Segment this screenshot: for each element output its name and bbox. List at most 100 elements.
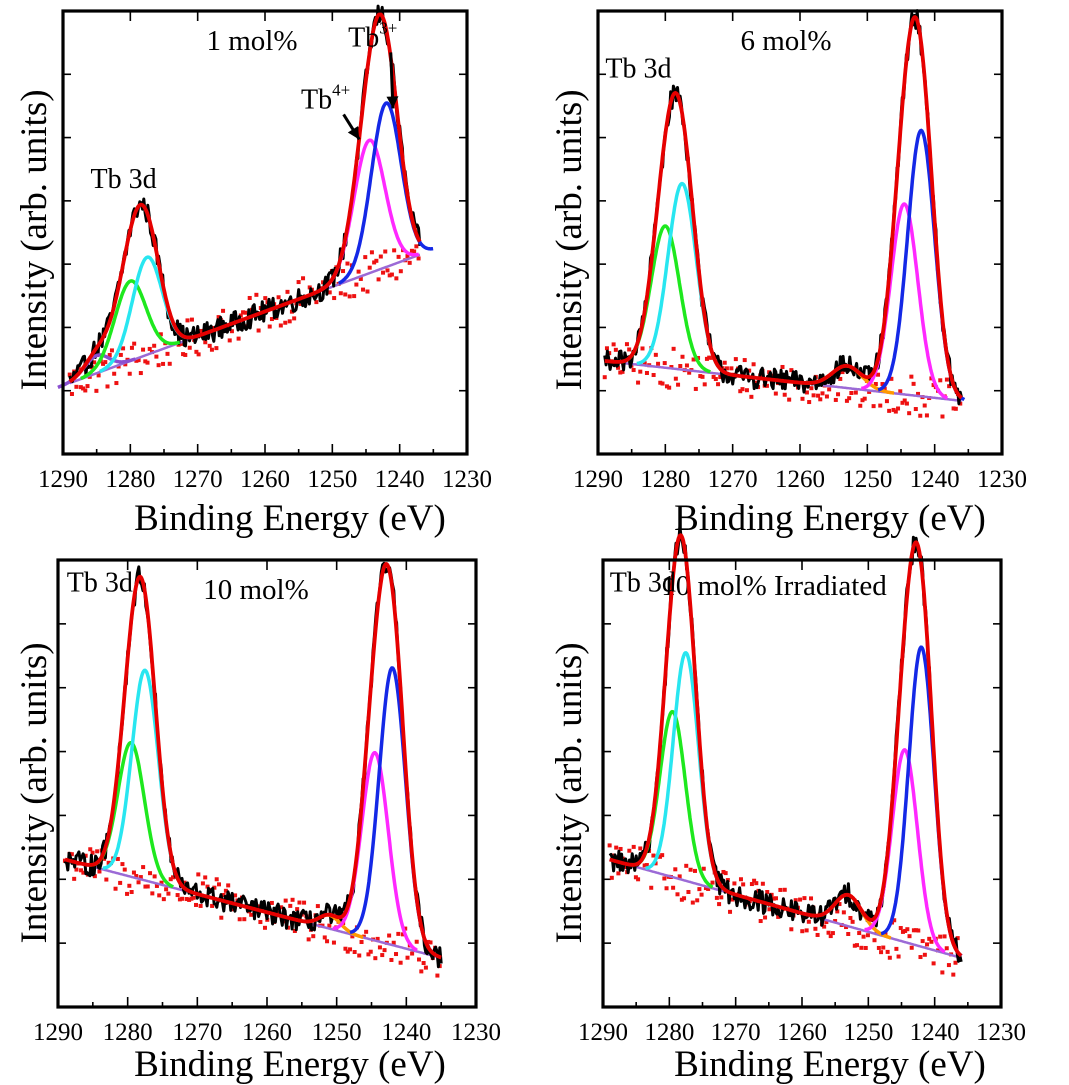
background-point bbox=[850, 919, 855, 924]
background-point bbox=[256, 328, 261, 333]
background-point bbox=[154, 354, 159, 359]
background-point bbox=[707, 355, 712, 360]
background-point bbox=[90, 850, 95, 855]
background-point bbox=[714, 895, 719, 900]
x-axis-label: Binding Energy (eV) bbox=[674, 1044, 986, 1085]
background-point bbox=[644, 370, 649, 375]
background-point bbox=[171, 875, 176, 880]
background-point bbox=[389, 272, 394, 277]
background-point bbox=[285, 289, 290, 294]
background-point bbox=[283, 320, 288, 325]
background-point bbox=[738, 877, 743, 882]
background-point bbox=[892, 918, 897, 923]
background-point bbox=[865, 933, 870, 938]
background-point bbox=[101, 361, 106, 366]
background-point bbox=[307, 285, 312, 290]
background-point bbox=[182, 880, 187, 885]
background-point bbox=[633, 875, 638, 880]
background-point bbox=[871, 404, 876, 409]
background-point bbox=[800, 396, 805, 401]
x-tick-label: 1260 bbox=[242, 1019, 292, 1046]
chart-panel-6mol: Intensity (arb. units) Binding Energy (e… bbox=[535, 0, 1069, 543]
background-point bbox=[806, 919, 811, 924]
background-point bbox=[67, 372, 72, 377]
background-point bbox=[704, 356, 709, 361]
plot-frame bbox=[56, 558, 478, 1009]
background-point bbox=[884, 399, 889, 404]
background-point bbox=[903, 928, 908, 933]
x-tick-label: 1250 bbox=[843, 1019, 893, 1046]
background-point bbox=[200, 881, 205, 886]
background-point bbox=[818, 397, 823, 402]
background-point bbox=[771, 896, 776, 901]
background-point bbox=[927, 936, 932, 941]
x-tick-label: 1280 bbox=[640, 466, 690, 493]
background-point bbox=[219, 915, 224, 920]
background-point bbox=[74, 384, 79, 389]
background-point bbox=[649, 885, 654, 890]
background-point bbox=[78, 385, 83, 390]
background-point bbox=[776, 914, 781, 919]
background-point bbox=[718, 374, 723, 379]
background-point bbox=[409, 248, 414, 253]
background-point bbox=[636, 877, 641, 882]
background-point bbox=[81, 870, 86, 875]
background-point bbox=[828, 934, 833, 939]
x-tick-label: 1270 bbox=[711, 1019, 761, 1046]
background-point bbox=[150, 891, 155, 896]
background-point bbox=[742, 358, 747, 363]
background-point bbox=[684, 363, 689, 368]
background-points bbox=[62, 847, 442, 978]
background-point bbox=[624, 342, 629, 347]
background-point bbox=[807, 400, 812, 405]
background-point bbox=[356, 269, 361, 274]
background-point bbox=[400, 932, 405, 937]
background-point bbox=[209, 347, 214, 352]
x-ticks: 1290 1280 1270 1260 1250 1240 1230 bbox=[578, 560, 1026, 1046]
background-point bbox=[376, 277, 381, 282]
background-point bbox=[827, 387, 832, 392]
y-axis-label: Intensity (arb. units) bbox=[14, 642, 55, 943]
background-point bbox=[178, 341, 183, 346]
x-tick-label: 1230 bbox=[977, 466, 1027, 493]
x-tick-label: 1240 bbox=[381, 1019, 431, 1046]
background-point bbox=[198, 903, 203, 908]
background-point bbox=[662, 361, 667, 366]
background-point bbox=[651, 853, 656, 858]
background-point bbox=[247, 295, 252, 300]
background-point bbox=[389, 957, 394, 962]
x-tick-label: 1290 bbox=[578, 1019, 628, 1046]
y-axis-label: Intensity (arb. units) bbox=[14, 89, 55, 390]
background-point bbox=[631, 844, 636, 849]
background-point bbox=[859, 945, 864, 950]
x-tick-label: 1240 bbox=[910, 466, 960, 493]
background-point bbox=[127, 371, 132, 376]
background-point bbox=[361, 287, 366, 292]
background-point bbox=[638, 846, 643, 851]
background-point bbox=[680, 354, 685, 359]
background-point bbox=[701, 866, 706, 871]
background-point bbox=[403, 926, 408, 931]
background-point bbox=[134, 358, 139, 363]
background-point bbox=[722, 360, 727, 365]
background-point bbox=[194, 349, 199, 354]
background-point bbox=[684, 863, 689, 868]
x-tick-label: 1290 bbox=[33, 1019, 83, 1046]
background-point bbox=[210, 903, 215, 908]
background-point bbox=[700, 374, 705, 379]
background-point bbox=[699, 892, 704, 897]
background-point bbox=[853, 390, 858, 395]
background-point bbox=[902, 398, 907, 403]
annotations: Tb 3d bbox=[610, 567, 676, 598]
background-point bbox=[787, 397, 792, 402]
background-point bbox=[944, 377, 949, 382]
background-point bbox=[421, 961, 426, 966]
background-point bbox=[187, 345, 192, 350]
background-point bbox=[904, 401, 909, 406]
background-point bbox=[269, 317, 274, 322]
background-point bbox=[925, 942, 930, 947]
plot-frame bbox=[601, 558, 1003, 1009]
background-point bbox=[212, 885, 217, 890]
annotation-text: Tb 3d bbox=[67, 567, 133, 598]
background-point bbox=[804, 928, 809, 933]
